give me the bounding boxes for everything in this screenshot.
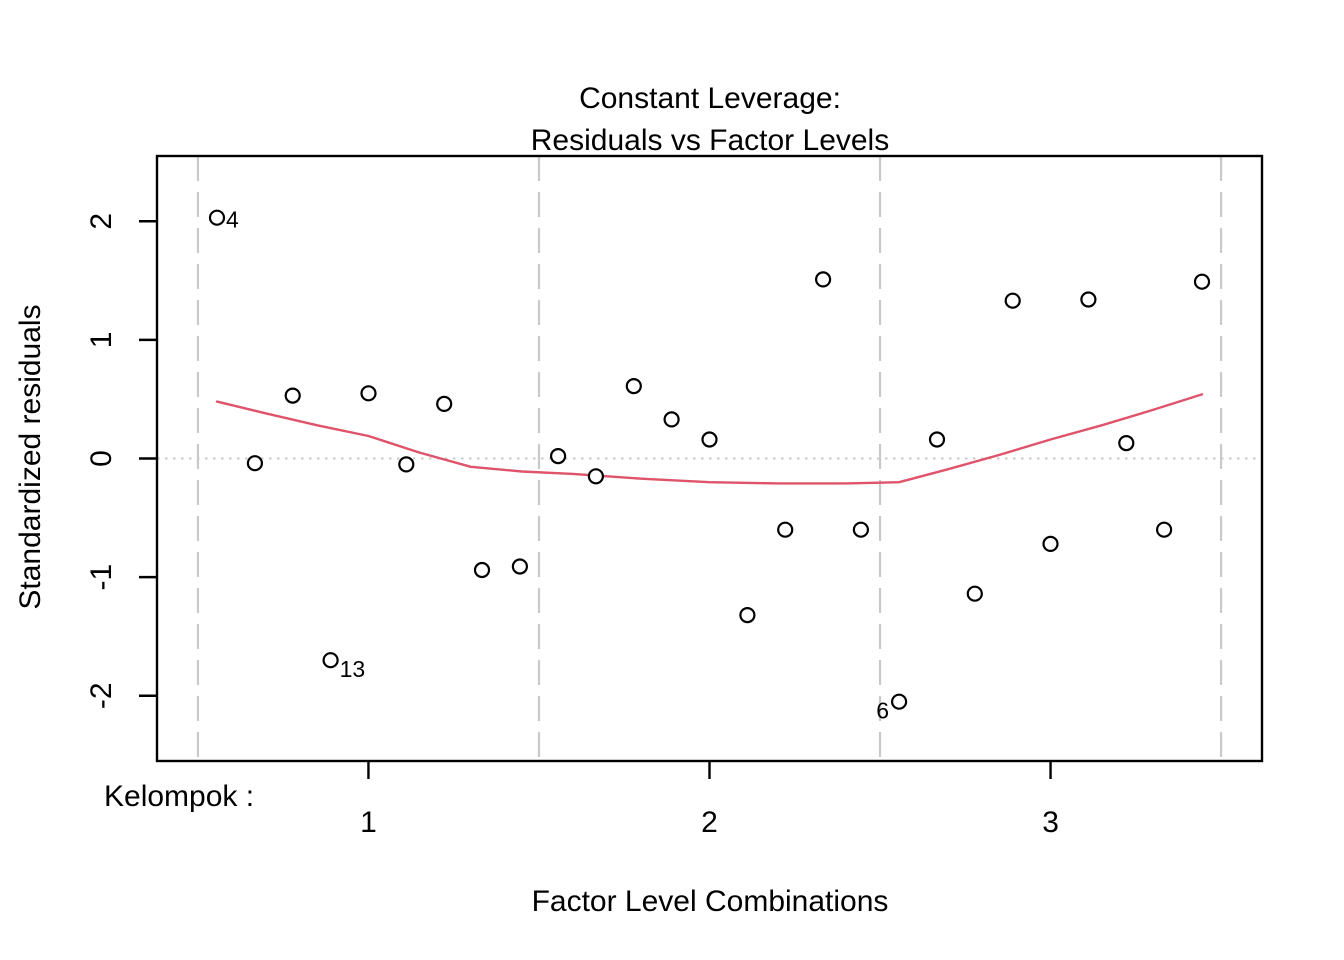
data-point xyxy=(1155,521,1173,538)
y-tick-label: -1 xyxy=(85,564,118,591)
x-tick-label: 2 xyxy=(701,806,718,839)
data-point xyxy=(1042,535,1059,553)
chart-title-line-1: Constant Leverage: xyxy=(579,82,841,115)
data-point xyxy=(436,395,453,412)
data-point xyxy=(398,456,415,473)
data-point xyxy=(322,652,339,669)
data-point xyxy=(814,271,832,288)
data-point xyxy=(1004,292,1021,309)
chart-generated-underlay xyxy=(157,156,1262,761)
data-point xyxy=(549,448,567,465)
data-point xyxy=(1118,435,1135,452)
data-point xyxy=(208,209,226,226)
smoother-line xyxy=(215,393,1204,485)
data-point xyxy=(1080,291,1097,308)
data-point xyxy=(777,521,794,538)
y-tick-label: 1 xyxy=(85,332,118,349)
x-tick-label: 3 xyxy=(1042,806,1059,839)
point-id-label: 13 xyxy=(340,656,366,682)
data-point xyxy=(360,385,377,402)
data-point xyxy=(473,561,491,579)
data-point xyxy=(246,455,263,472)
y-tick-label: -2 xyxy=(85,682,118,709)
data-point xyxy=(928,431,946,448)
data-point xyxy=(852,521,870,538)
data-point xyxy=(511,558,529,575)
chart-title-line-2: Residuals vs Factor Levels xyxy=(531,124,889,157)
data-point xyxy=(701,431,718,448)
data-point xyxy=(284,387,301,404)
point-id-label: 6 xyxy=(876,698,889,724)
x-axis-title: Factor Level Combinations xyxy=(532,885,889,918)
y-tick-label: 2 xyxy=(85,213,118,230)
y-axis-title: Standardized residuals xyxy=(14,304,47,609)
x-tick-label: 1 xyxy=(360,806,377,839)
data-point xyxy=(625,378,642,395)
data-point xyxy=(890,693,908,710)
y-tick-label: 0 xyxy=(85,450,118,467)
data-point xyxy=(739,606,756,624)
data-point xyxy=(663,411,680,428)
chart-generated-overlay: 4 13 6 -2 -1 0 1 2 1 2 3 xyxy=(85,154,1264,839)
point-id-label: 4 xyxy=(226,207,239,233)
data-point xyxy=(966,585,983,602)
data-point xyxy=(1193,273,1211,290)
data-point xyxy=(587,468,605,485)
group-axis-prefix-label: Kelompok : xyxy=(104,780,254,813)
